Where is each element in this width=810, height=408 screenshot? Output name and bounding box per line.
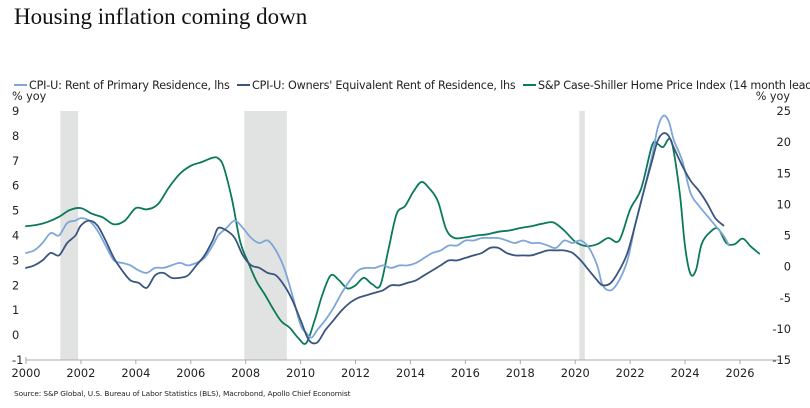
y-right-tick-label: -15 xyxy=(772,353,791,367)
legend-swatch-case-shiller xyxy=(522,84,536,86)
x-tick-label: 2024 xyxy=(671,366,700,380)
series-rent-primary-residence xyxy=(25,114,730,339)
recession-band xyxy=(60,111,79,360)
chart-title: Housing inflation coming down xyxy=(14,4,308,29)
y-right-tick-label: -5 xyxy=(780,291,791,305)
source-note: Source: S&P Global, U.S. Bureau of Labor… xyxy=(14,389,351,398)
x-tick-label: 2008 xyxy=(231,366,260,380)
x-tick-label: 2022 xyxy=(616,366,645,380)
y-right-tick-label: -10 xyxy=(772,322,791,336)
y-left-tick-label: -1 xyxy=(12,353,23,367)
y-left-tick-label: 2 xyxy=(12,278,19,292)
x-tick-label: 2012 xyxy=(341,366,370,380)
y-left-tick-label: 7 xyxy=(12,154,19,168)
y-right-tick-label: 10 xyxy=(777,197,792,211)
y-left-tick-label: 3 xyxy=(12,253,19,267)
y-right-tick-label: 15 xyxy=(777,166,792,180)
y-right-tick-label: 5 xyxy=(784,229,791,243)
left-axis-unit: % yoy xyxy=(12,90,47,103)
series-lines xyxy=(25,114,761,345)
x-tick-label: 2014 xyxy=(396,366,425,380)
recession-bands xyxy=(60,111,585,360)
y-left-tick-label: 4 xyxy=(12,229,19,243)
y-left-tick-label: 1 xyxy=(12,303,19,317)
x-tick-label: 2004 xyxy=(121,366,150,380)
x-tick-label: 2006 xyxy=(176,366,205,380)
legend-swatch-rent-primary xyxy=(14,84,27,86)
y-left-tick-label: 5 xyxy=(12,204,19,218)
legend-label-case-shiller: S&P Case-Shiller Home Price Index (14 mo… xyxy=(537,78,810,92)
y-left-tick-label: 9 xyxy=(12,104,19,118)
series-owners-equivalent-rent xyxy=(25,132,725,345)
y-right-tick-label: 0 xyxy=(784,260,791,274)
legend-label-oer: CPI-U: Owners' Equivalent Rent of Reside… xyxy=(252,78,516,92)
y-left-tick-label: 6 xyxy=(12,179,19,193)
legend-item-rent-primary: CPI-U: Rent of Primary Residence, lhs xyxy=(14,79,230,92)
legend-label-rent-primary: CPI-U: Rent of Primary Residence, lhs xyxy=(29,78,230,92)
recession-band xyxy=(579,111,585,360)
legend-item-case-shiller: S&P Case-Shiller Home Price Index (14 mo… xyxy=(522,78,810,92)
x-tick-label: 2026 xyxy=(726,366,755,380)
chart-legend: CPI-U: Rent of Primary Residence, lhs CP… xyxy=(14,76,810,92)
x-tick-label: 2010 xyxy=(286,366,315,380)
series-case-shiller xyxy=(25,137,761,345)
y-left-tick-label: 8 xyxy=(12,129,19,143)
x-tick-label: 2020 xyxy=(561,366,590,380)
y-right-tick-label: 25 xyxy=(777,104,792,118)
axes: 2000 2002 2004 2006 2008 2010 2012 2014 2016 2018… xyxy=(12,104,792,380)
x-tick-label: 2000 xyxy=(12,366,41,380)
y-right-tick-label: 20 xyxy=(777,135,792,149)
legend-item-oer: CPI-U: Owners' Equivalent Rent of Reside… xyxy=(237,79,516,92)
x-tick-label: 2002 xyxy=(66,366,95,380)
x-tick-label: 2016 xyxy=(451,366,480,380)
y-left-tick-label: 0 xyxy=(12,328,19,342)
legend-swatch-oer xyxy=(237,84,251,86)
right-axis-unit: % yoy xyxy=(755,90,790,103)
recession-band xyxy=(244,111,287,360)
x-tick-label: 2018 xyxy=(506,366,535,380)
